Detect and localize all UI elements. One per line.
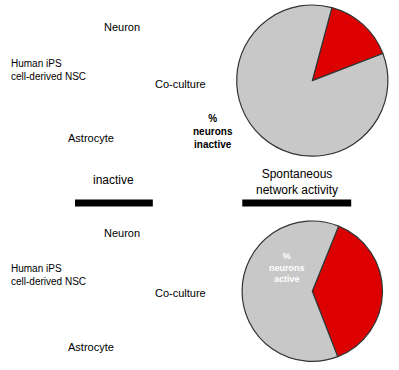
svg-text:%neuronsinactive: %neuronsinactive xyxy=(193,113,233,150)
svg-text:Astrocyte: Astrocyte xyxy=(68,341,114,353)
svg-text:Astrocyte: Astrocyte xyxy=(68,132,114,144)
svg-text:%neuronsactive: %neuronsactive xyxy=(269,251,305,284)
svg-text:Co-culture: Co-culture xyxy=(155,287,206,299)
svg-text:Spontaneousnetwork activity: Spontaneousnetwork activity xyxy=(256,167,338,197)
svg-text:Human iPScell-derived NSC: Human iPScell-derived NSC xyxy=(11,263,86,287)
svg-text:Neuron: Neuron xyxy=(104,227,140,239)
svg-text:Human iPScell-derived NSC: Human iPScell-derived NSC xyxy=(11,58,86,82)
svg-text:inactive: inactive xyxy=(93,173,134,187)
svg-text:Co-culture: Co-culture xyxy=(155,78,206,90)
svg-text:Neuron: Neuron xyxy=(104,21,140,33)
